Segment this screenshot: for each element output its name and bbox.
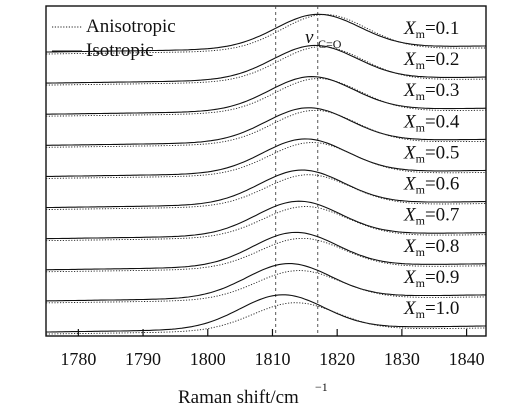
spectra-curves: [45, 13, 487, 335]
anisotropic-curve-1.0: [46, 302, 486, 335]
isotropic-curve-0.3: [46, 76, 487, 115]
x-tick-label: 1800: [190, 349, 226, 369]
annotation-symbol: ν: [305, 27, 314, 48]
isotropic-curve-0.4: [46, 107, 487, 146]
series-label-0.9: Xm=0.9: [403, 267, 459, 290]
series-label-0.4: Xm=0.4: [403, 111, 460, 134]
plot-frame: [45, 5, 487, 337]
reference-lines: [275, 6, 319, 336]
series-label-0.8: Xm=0.8: [403, 236, 459, 259]
x-axis-title: Raman shift/cm −1: [178, 380, 328, 408]
anisotropic-curve-0.7: [45, 206, 486, 242]
series-label-1.0: Xm=1.0: [403, 298, 459, 321]
isotropic-curve-0.6: [45, 169, 486, 209]
legend-label-anisotropic: Anisotropic: [86, 16, 176, 37]
x-tick-label: 1790: [125, 349, 161, 369]
x-tick-label: 1820: [319, 349, 355, 369]
anisotropic-curve-0.6: [45, 174, 486, 211]
x-tick-label: 1840: [449, 349, 485, 369]
series-label-0.2: Xm=0.2: [403, 49, 459, 72]
anisotropic-curve-0.2: [46, 46, 486, 86]
anisotropic-curve-0.8: [45, 237, 486, 273]
isotropic-curve-0.9: [45, 263, 486, 302]
series-label-0.3: Xm=0.3: [403, 80, 459, 103]
x-axis-ticks: 1780 1790 1800 1810 1820 1830 1840: [60, 329, 485, 369]
vibration-annotation: ν C=O: [305, 27, 342, 51]
series-label-0.5: Xm=0.5: [403, 142, 459, 165]
anisotropic-curve-0.4: [46, 109, 487, 148]
isotropic-curve-0.7: [45, 200, 486, 240]
anisotropic-curve-0.1: [46, 14, 486, 55]
x-tick-label: 1810: [254, 349, 290, 369]
anisotropic-curve-0.9: [45, 270, 486, 304]
x-axis-label-superscript: −1: [315, 380, 328, 394]
x-axis-label: Raman shift/cm: [178, 387, 299, 408]
legend-label-isotropic: Isotropic: [86, 40, 154, 61]
legend: Anisotropic Isotropic: [52, 16, 176, 61]
isotropic-curve-0.8: [45, 231, 486, 271]
series-labels: Xm=0.1 Xm=0.2 Xm=0.3 Xm=0.4 Xm=0.5 Xm=0.6 Xm=0…: [403, 18, 460, 321]
isotropic-curve-1.0: [46, 294, 486, 333]
x-tick-label: 1830: [384, 349, 420, 369]
series-label-0.7: Xm=0.7: [403, 205, 459, 228]
x-tick-label: 1780: [60, 349, 96, 369]
series-label-0.6: Xm=0.6: [403, 174, 459, 197]
annotation-subscript: C=O: [318, 37, 342, 51]
series-label-0.1: Xm=0.1: [403, 18, 459, 41]
isotropic-curve-0.1: [46, 13, 486, 53]
anisotropic-curve-0.5: [46, 142, 487, 179]
anisotropic-curve-0.3: [46, 78, 487, 117]
isotropic-curve-0.2: [46, 44, 486, 84]
isotropic-curve-0.5: [46, 138, 487, 177]
